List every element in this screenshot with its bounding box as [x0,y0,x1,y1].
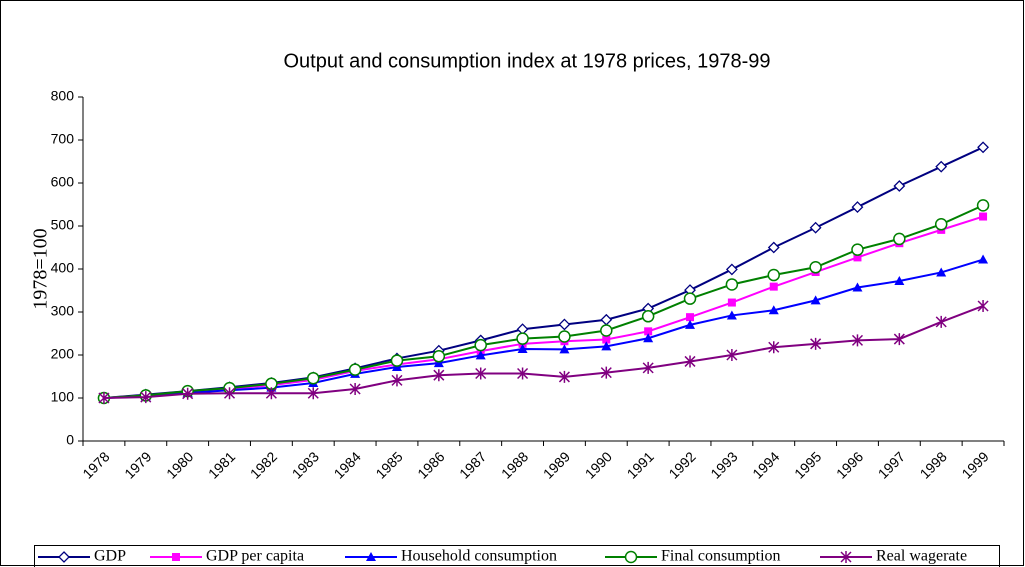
data-point [517,343,528,353]
data-point [307,387,319,400]
data-point [683,292,697,305]
y-tick-label: 100 [51,389,75,405]
y-tick-label: 300 [51,303,75,319]
series-line [103,305,984,399]
data-point [935,315,947,328]
data-point [432,350,446,363]
data-point [685,319,696,329]
y-tick-label: 600 [51,174,75,190]
data-point [810,337,822,350]
data-point [852,282,863,292]
legend-label: Real wagerate [876,548,967,565]
legend-label: GDP per capita [206,548,304,565]
data-point [98,392,110,404]
data-point [894,276,905,286]
legend-marker [172,553,180,561]
data-point [979,212,988,221]
y-axis-label: 1978=100 [30,228,52,309]
data-point [475,367,487,380]
data-point [977,299,989,312]
legend-marker [366,552,376,561]
data-point [978,254,989,264]
data-point [391,374,403,387]
legend-label: GDP [94,548,126,565]
series-line [103,215,984,399]
data-point [727,298,736,307]
data-point [893,232,906,246]
data-point [936,267,947,277]
data-point [726,349,738,361]
data-point [558,330,571,343]
y-tick-label: 500 [51,217,75,233]
data-point [767,268,780,282]
data-point [600,366,612,379]
data-point [475,350,486,360]
data-point [851,243,864,256]
data-point [265,387,277,400]
data-point [600,324,613,337]
data-point [684,355,696,368]
series-line [103,204,984,399]
data-point [223,387,236,400]
data-point [853,253,862,262]
data-point [474,338,487,352]
data-point [977,141,989,154]
data-point [349,382,361,395]
data-point [140,391,152,404]
data-point [602,335,611,344]
data-point [516,332,529,345]
data-point [767,241,780,254]
y-tick-label: 400 [51,260,75,276]
data-point [768,305,779,315]
data-point [558,370,570,383]
legend-marker [840,551,852,563]
data-point [810,295,821,305]
data-point [809,261,822,274]
data-point [641,310,655,323]
data-point [558,318,571,331]
data-point [769,282,778,291]
y-tick-label: 0 [66,432,74,448]
data-point [934,218,948,231]
data-point [935,160,948,173]
data-point [433,358,444,368]
data-point [893,180,906,192]
data-point [559,344,570,354]
data-point [851,334,864,347]
data-point [517,367,529,380]
data-point [644,327,653,336]
series-line [103,258,984,399]
data-point [643,333,654,343]
legend-box [34,545,1000,567]
data-point [182,387,194,400]
data-point [433,369,445,382]
legend-label: Final consumption [661,548,781,565]
data-point [768,341,780,354]
data-point [601,341,612,351]
y-tick-label: 200 [51,346,75,362]
data-point [726,310,737,320]
data-point [893,333,905,346]
data-point [725,278,739,291]
data-point [348,363,362,376]
chart-title: Output and consumption index at 1978 pri… [284,50,771,72]
legend-marker [58,551,70,563]
data-point [725,263,738,276]
legend-marker [624,550,638,564]
y-tick-label: 800 [51,88,75,104]
data-point [976,199,990,212]
legend-label: Household consumption [401,548,557,565]
data-point [390,354,404,367]
data-point [307,371,320,385]
data-point [851,201,864,213]
data-point [686,313,695,322]
y-tick-label: 700 [51,131,75,147]
data-point [642,361,654,374]
data-point [809,221,822,234]
